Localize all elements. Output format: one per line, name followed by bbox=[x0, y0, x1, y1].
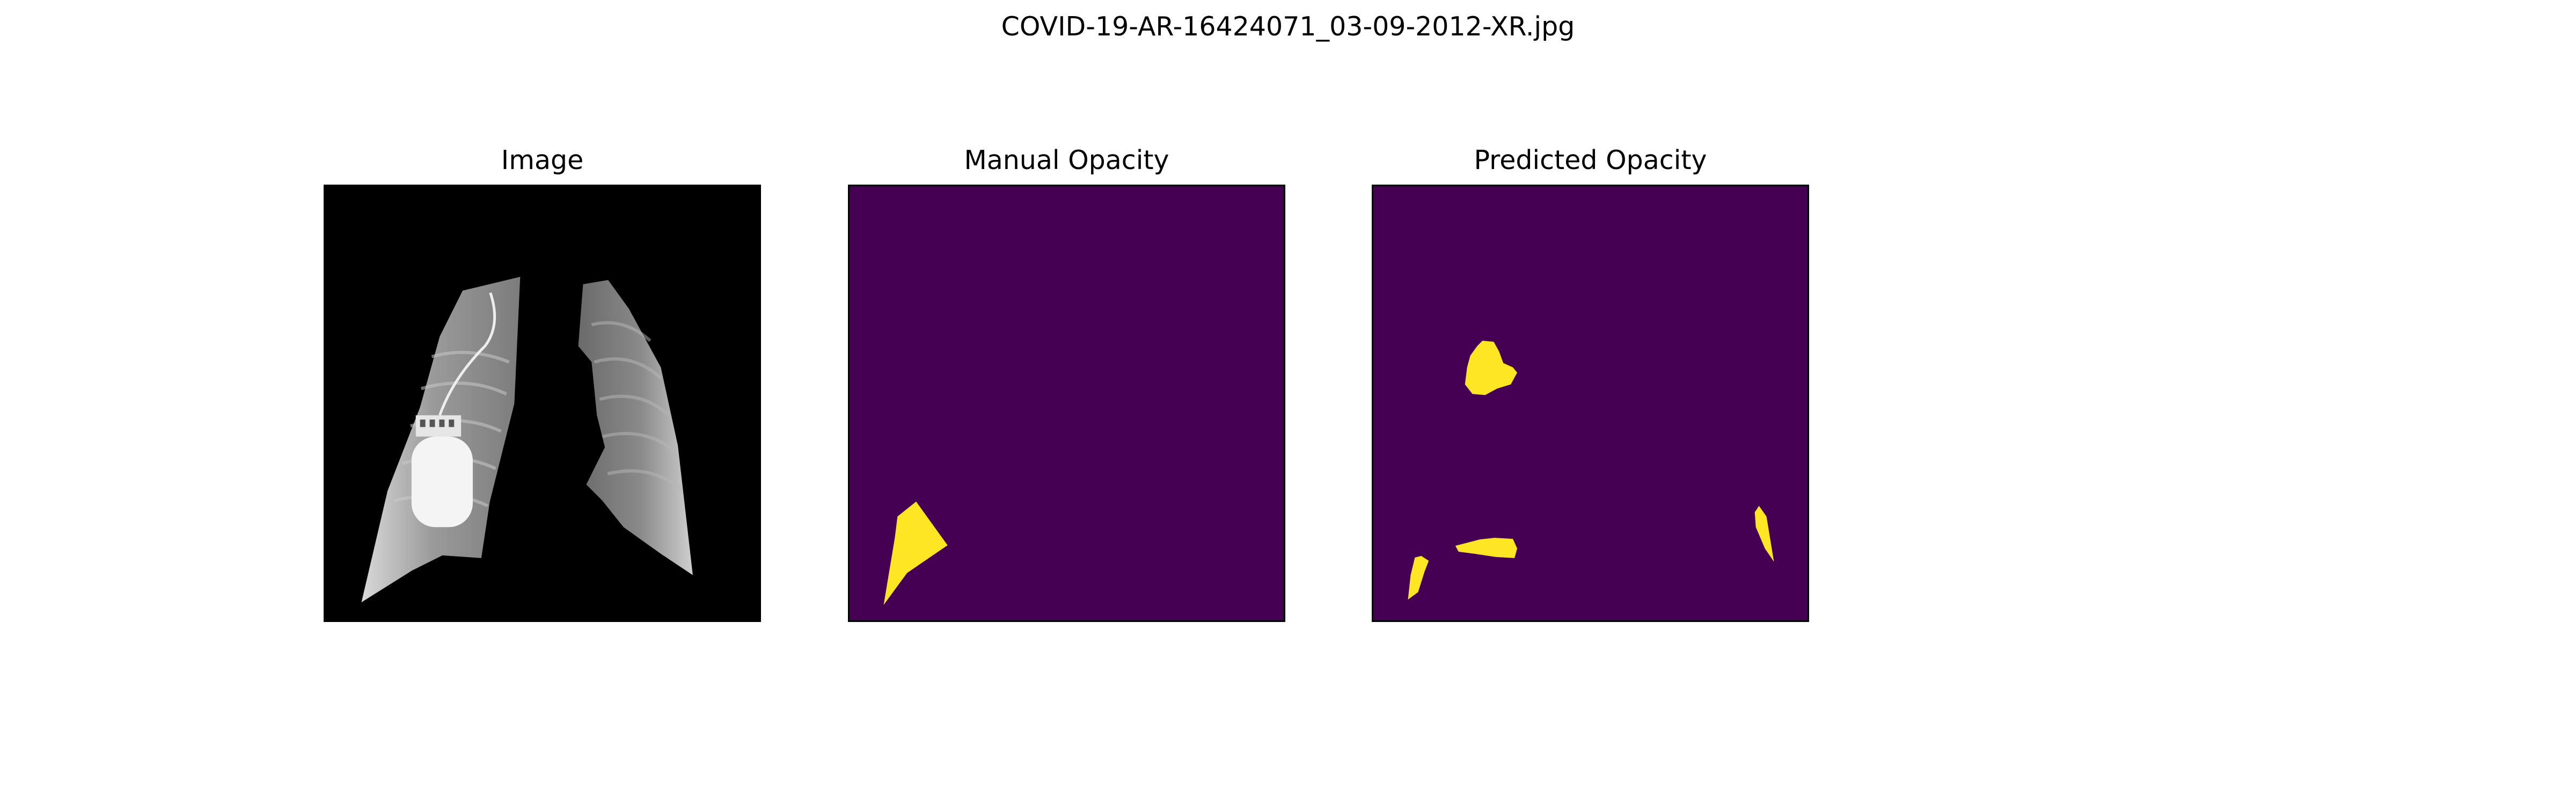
predicted-opacity-mask bbox=[1373, 186, 1807, 620]
predicted-opacity-region bbox=[1754, 506, 1774, 562]
panel-title-image: Image bbox=[501, 145, 584, 175]
xray-image-panel bbox=[324, 185, 761, 622]
manual-opacity-region bbox=[883, 501, 948, 605]
implanted-device bbox=[411, 436, 473, 528]
panel-title-predicted-opacity: Predicted Opacity bbox=[1474, 145, 1707, 175]
figure-title: COVID-19-AR-16424071_03-09-2012-XR.jpg bbox=[1001, 11, 1575, 42]
manual-opacity-panel bbox=[848, 185, 1285, 622]
mask-background bbox=[1373, 186, 1807, 620]
predicted-opacity-region bbox=[1455, 538, 1518, 558]
predicted-opacity-region bbox=[1465, 340, 1518, 396]
xray-image bbox=[325, 186, 759, 620]
manual-opacity-mask bbox=[850, 186, 1284, 620]
left-lung bbox=[578, 280, 693, 575]
panel-title-manual-opacity: Manual Opacity bbox=[964, 145, 1169, 175]
predicted-opacity-region bbox=[1408, 555, 1429, 600]
predicted-opacity-panel bbox=[1372, 185, 1809, 622]
